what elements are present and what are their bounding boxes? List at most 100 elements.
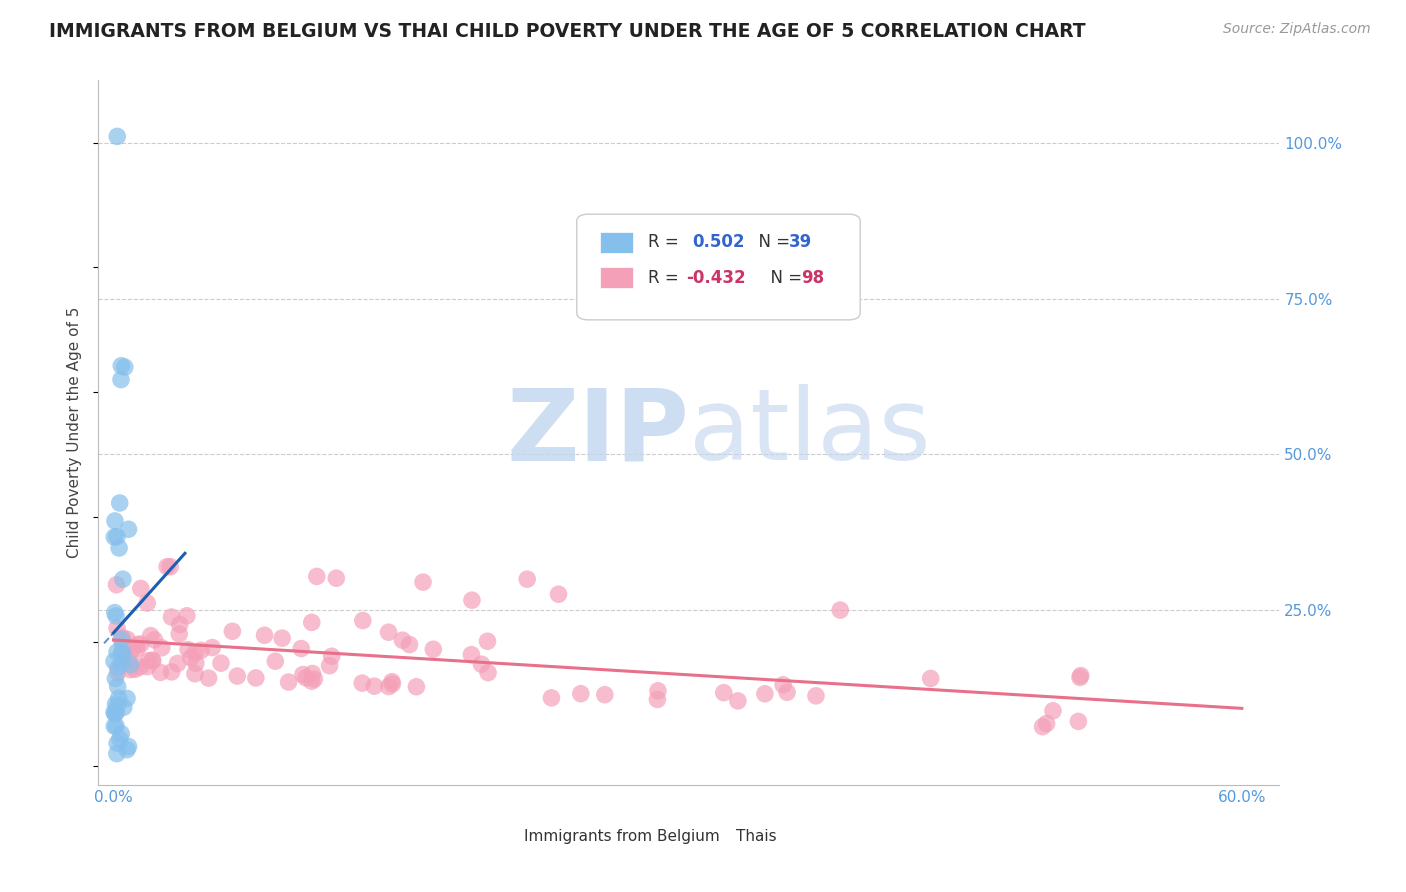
Point bbox=[104, 672, 127, 686]
Point bbox=[104, 706, 127, 721]
Point bbox=[226, 669, 249, 683]
Point bbox=[304, 672, 326, 686]
Point bbox=[804, 689, 827, 703]
Point bbox=[920, 672, 942, 686]
Point bbox=[105, 736, 128, 750]
Point bbox=[713, 686, 735, 700]
Text: N =: N = bbox=[759, 268, 807, 286]
Point bbox=[209, 656, 232, 670]
Point bbox=[253, 628, 276, 642]
Point bbox=[169, 617, 191, 632]
Point bbox=[111, 638, 134, 652]
Point bbox=[136, 596, 159, 610]
Point bbox=[381, 674, 404, 689]
Point bbox=[301, 674, 323, 689]
Point bbox=[1042, 704, 1064, 718]
Point bbox=[477, 634, 499, 648]
Point bbox=[377, 680, 399, 694]
Point bbox=[295, 671, 318, 685]
Point bbox=[318, 658, 340, 673]
Point bbox=[391, 633, 413, 648]
Point bbox=[125, 642, 148, 657]
Point bbox=[460, 648, 482, 662]
Point bbox=[104, 514, 127, 528]
Bar bbox=[600, 267, 634, 288]
Point bbox=[363, 679, 385, 693]
Text: R =: R = bbox=[648, 268, 683, 286]
Point bbox=[177, 642, 200, 657]
Point bbox=[105, 609, 128, 624]
Point bbox=[156, 559, 179, 574]
Text: ZIP: ZIP bbox=[506, 384, 689, 481]
Point bbox=[221, 624, 243, 639]
Text: IMMIGRANTS FROM BELGIUM VS THAI CHILD POVERTY UNDER THE AGE OF 5 CORRELATION CHA: IMMIGRANTS FROM BELGIUM VS THAI CHILD PO… bbox=[49, 22, 1085, 41]
Point bbox=[120, 663, 142, 677]
Point bbox=[115, 632, 138, 647]
Point bbox=[110, 632, 132, 647]
Point bbox=[461, 593, 484, 607]
Point bbox=[1069, 670, 1091, 684]
Point bbox=[104, 697, 127, 711]
Point bbox=[160, 665, 183, 679]
Point bbox=[149, 665, 172, 680]
Text: Immigrants from Belgium: Immigrants from Belgium bbox=[523, 829, 720, 844]
Point bbox=[830, 603, 852, 617]
Point bbox=[105, 719, 128, 733]
Point bbox=[470, 657, 492, 672]
Point bbox=[264, 654, 287, 668]
Point bbox=[111, 572, 134, 586]
Point bbox=[120, 657, 142, 672]
Point bbox=[104, 606, 127, 620]
Point bbox=[271, 631, 294, 645]
Point bbox=[127, 637, 149, 651]
Point bbox=[412, 575, 434, 590]
Point bbox=[190, 643, 212, 657]
Point bbox=[569, 687, 592, 701]
Point bbox=[107, 691, 129, 706]
Point bbox=[129, 582, 152, 596]
Point bbox=[547, 587, 569, 601]
Point bbox=[377, 625, 399, 640]
Point bbox=[117, 522, 139, 536]
Point bbox=[1032, 720, 1054, 734]
Point bbox=[245, 671, 267, 685]
Point bbox=[150, 640, 173, 655]
Point bbox=[754, 687, 776, 701]
Point bbox=[105, 578, 128, 592]
Text: -0.432: -0.432 bbox=[686, 268, 747, 286]
Point bbox=[103, 705, 125, 719]
Text: Thais: Thais bbox=[737, 829, 776, 844]
Point bbox=[405, 680, 427, 694]
Text: 98: 98 bbox=[801, 268, 824, 286]
Point bbox=[108, 496, 131, 510]
Point bbox=[111, 646, 134, 660]
Point bbox=[184, 646, 207, 660]
Point bbox=[277, 675, 299, 690]
Point bbox=[352, 676, 374, 690]
Text: R =: R = bbox=[648, 234, 689, 252]
Point bbox=[108, 731, 131, 746]
Point bbox=[593, 688, 616, 702]
Point bbox=[772, 678, 794, 692]
Point bbox=[325, 571, 347, 585]
Point bbox=[381, 677, 404, 691]
Point bbox=[160, 610, 183, 624]
Point bbox=[105, 698, 128, 713]
Point bbox=[114, 360, 136, 375]
Point bbox=[105, 645, 128, 659]
Text: 39: 39 bbox=[789, 234, 813, 252]
Point bbox=[540, 690, 562, 705]
Point bbox=[129, 637, 152, 651]
Point bbox=[184, 657, 207, 671]
Point bbox=[647, 683, 669, 698]
Point bbox=[1070, 668, 1092, 682]
Bar bbox=[600, 232, 634, 253]
Point bbox=[107, 680, 129, 694]
Point bbox=[129, 659, 152, 673]
Point bbox=[108, 541, 131, 555]
Point bbox=[305, 569, 328, 583]
Point bbox=[117, 652, 139, 666]
Point bbox=[321, 649, 343, 664]
Point bbox=[120, 644, 142, 658]
Point bbox=[105, 621, 128, 635]
